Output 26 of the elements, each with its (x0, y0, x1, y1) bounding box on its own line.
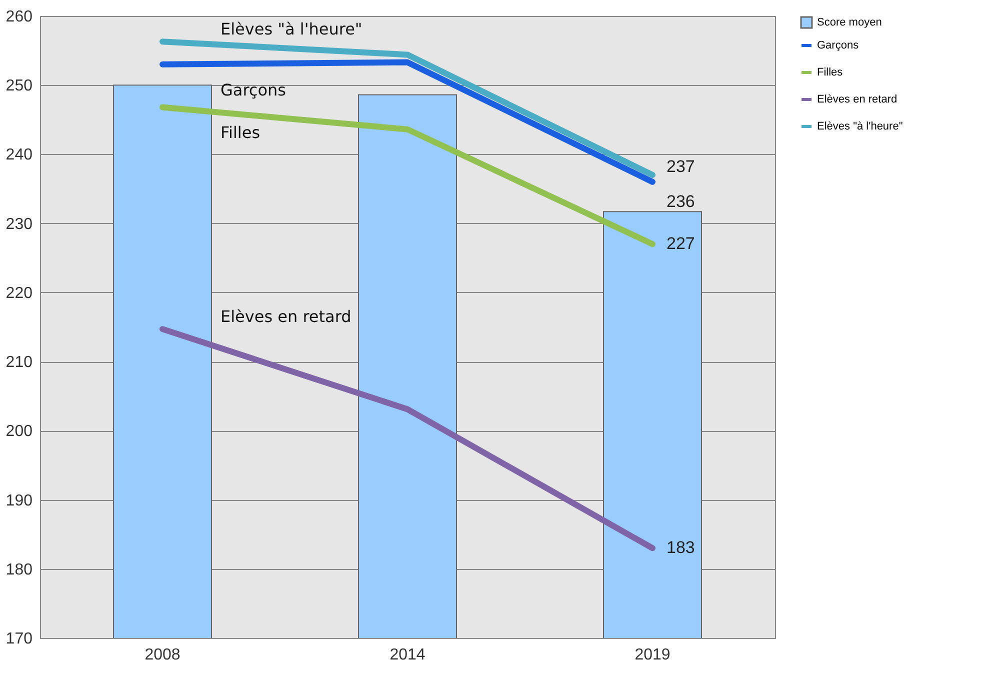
legend-label: Garçons (817, 40, 860, 52)
x-tick-label: 2008 (144, 646, 180, 664)
data-label: 227 (666, 234, 695, 254)
y-tick-label: 240 (6, 146, 33, 164)
y-tick-label: 260 (6, 8, 33, 26)
text: Elèves en retard (220, 307, 352, 326)
data-label: 183 (666, 538, 695, 558)
legend-label: Filles (817, 66, 844, 78)
y-tick-label: 250 (6, 78, 33, 95)
y-tick-label: 210 (6, 354, 33, 372)
x-tick-label: 2014 (390, 646, 426, 664)
text: Filles (220, 123, 260, 142)
legend-label: Score moyen (817, 16, 882, 28)
y-tick-label: 190 (6, 492, 33, 510)
y-tick-label: 200 (6, 423, 33, 440)
legend-label: Elèves "à l'heure" (817, 120, 903, 132)
y-tick-label: 180 (6, 561, 33, 578)
data-label: 237 (666, 156, 695, 176)
legend-label: Elèves en retard (817, 94, 898, 106)
y-tick-label: 230 (6, 216, 33, 233)
y-tick-label: 220 (6, 284, 33, 302)
y-tick-label: 170 (6, 630, 33, 648)
x-tick-label: 2019 (634, 646, 670, 664)
text: Garçons (220, 80, 286, 100)
data-label: 236 (666, 192, 695, 211)
text: Elèves "à l'heure" (220, 20, 362, 39)
